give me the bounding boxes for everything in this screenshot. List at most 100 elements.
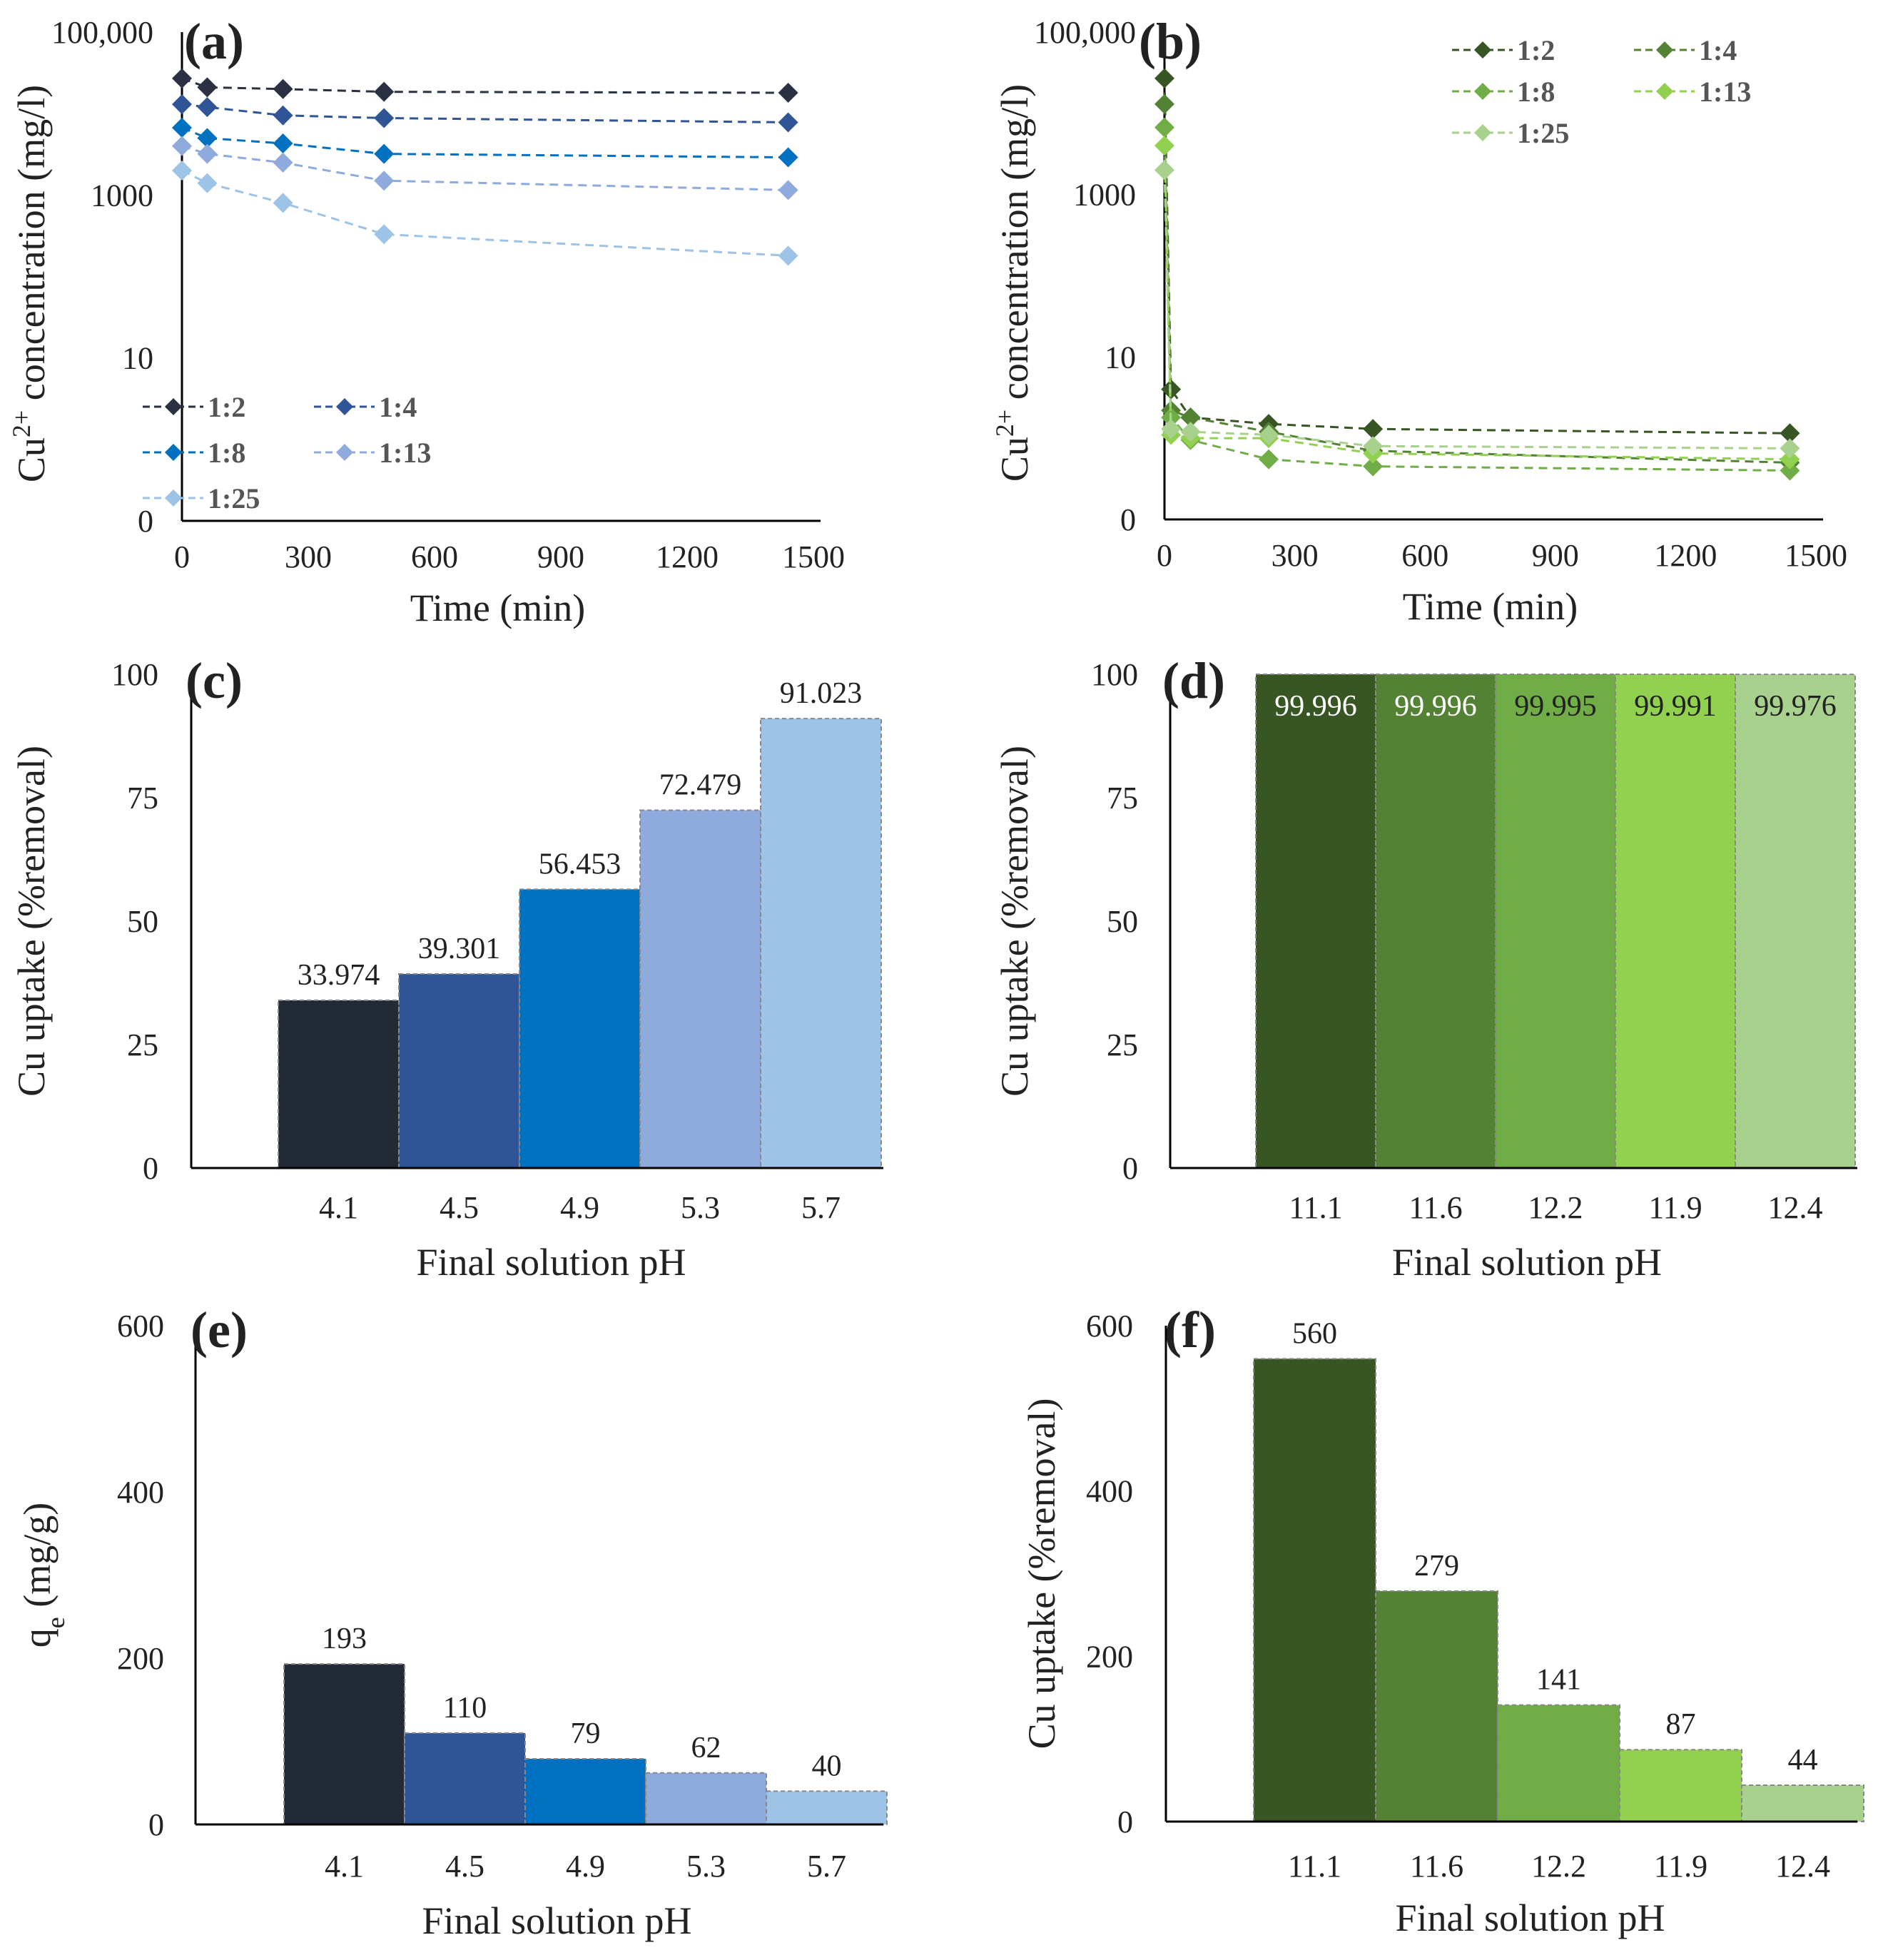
- y-tick-label: 400: [1086, 1474, 1133, 1509]
- y-tick-label: 400: [117, 1475, 164, 1510]
- legend-entry-1:13: 1:13: [379, 437, 431, 469]
- y-axis-label: qe (mg/g): [16, 1503, 70, 1647]
- series-line-1:13: [1163, 146, 1790, 461]
- x-tick-label: 900: [537, 539, 584, 574]
- x-tick-label: 4.5: [440, 1190, 479, 1225]
- data-point-1:25: [197, 173, 218, 193]
- data-point-1:13: [197, 143, 218, 164]
- data-point-1:25: [1363, 436, 1384, 457]
- bar-11.6: [1375, 674, 1496, 1169]
- data-label: 99.996: [1394, 690, 1477, 723]
- bar-11.9: [1619, 1749, 1742, 1823]
- legend-marker-1:4: [1656, 41, 1673, 59]
- y-tick-label: 10: [1105, 340, 1136, 375]
- legend-marker-1:25: [1474, 124, 1491, 141]
- data-point-1:8: [1154, 117, 1174, 138]
- legend-entry-1:25: 1:25: [1517, 117, 1569, 149]
- data-point-1:8: [1780, 460, 1800, 481]
- x-tick-label: 600: [411, 539, 458, 574]
- y-tick-label: 25: [127, 1027, 158, 1062]
- x-tick-label: 1200: [656, 539, 719, 574]
- data-point-1:8: [778, 147, 798, 168]
- data-point-1:2: [172, 68, 192, 88]
- data-point-1:2: [1363, 419, 1384, 440]
- bar-4.5: [404, 1732, 526, 1826]
- data-label: 56.453: [539, 848, 621, 880]
- chart-f: 560 11.1 279 11.6 141 12.2 87 11.9 44 12.4 0 200 400…: [1020, 1301, 1864, 1939]
- x-tick-label: 11.1: [1289, 1190, 1342, 1225]
- data-point-1:25: [172, 160, 192, 181]
- data-point-1:13: [778, 180, 798, 200]
- y-tick-label: 0: [138, 504, 153, 539]
- data-label: 62: [691, 1732, 721, 1764]
- x-tick-label: 11.6: [1410, 1849, 1463, 1884]
- data-label: 72.479: [659, 768, 742, 801]
- y-tick-label: 100: [1091, 657, 1138, 692]
- data-point-1:8: [1363, 456, 1384, 477]
- panel-label: (a): [184, 13, 244, 70]
- bar-5.3: [639, 809, 761, 1169]
- panel-label: (b): [1139, 13, 1202, 70]
- y-axis-label: Cu2+ concentration (mg/l): [7, 85, 53, 482]
- data-point-1:8: [1259, 449, 1279, 469]
- bar-11.9: [1615, 674, 1736, 1169]
- chart-e: 193 4.1 110 4.5 79 4.9 62 5.3 40 5.7 0 200 400 600 Fin…: [16, 1301, 888, 1942]
- panel-label: (e): [191, 1301, 248, 1359]
- data-point-1:8: [374, 143, 395, 164]
- legend-entry-1:8: 1:8: [208, 437, 245, 469]
- legend-entry-1:8: 1:8: [1517, 76, 1555, 108]
- x-tick-label: 12.2: [1528, 1190, 1583, 1225]
- y-tick-label: 1000: [1073, 178, 1136, 213]
- x-tick-label: 300: [1272, 538, 1319, 573]
- legend-entry-1:4: 1:4: [1699, 34, 1737, 66]
- bar-4.1: [283, 1663, 405, 1826]
- x-tick-label: 1200: [1654, 538, 1717, 573]
- x-tick-label: 4.5: [445, 1849, 484, 1884]
- legend-marker-1:8: [165, 444, 182, 461]
- bar-12.2: [1497, 1704, 1620, 1823]
- y-tick-label: 75: [127, 781, 158, 816]
- x-axis-label: Final solution pH: [422, 1899, 691, 1942]
- data-point-1:25: [273, 193, 293, 213]
- data-point-1:13: [273, 152, 293, 173]
- x-axis-label: Final solution pH: [1392, 1241, 1662, 1284]
- y-tick-label: 100,000: [51, 15, 153, 50]
- y-tick-label: 10: [122, 341, 153, 376]
- y-axis-label: Cu2+ concentration (mg/l): [990, 84, 1036, 482]
- legend-entry-1:2: 1:2: [208, 391, 245, 423]
- legend-marker-1:4: [336, 398, 353, 415]
- data-label: 44: [1788, 1744, 1818, 1777]
- chart-d: 99.996 11.1 99.996 11.6 99.995 12.2 99.991 11.9…: [993, 652, 1857, 1284]
- data-point-1:13: [1154, 136, 1174, 156]
- x-tick-label: 0: [174, 539, 190, 574]
- bar-11.1: [1253, 1358, 1376, 1823]
- bar-11.1: [1255, 674, 1376, 1169]
- data-label: 40: [812, 1750, 842, 1782]
- data-point-1:2: [273, 78, 293, 99]
- data-point-1:4: [778, 112, 798, 133]
- data-point-1:2: [197, 77, 218, 98]
- data-point-1:2: [374, 81, 395, 102]
- y-tick-label: 25: [1107, 1027, 1138, 1062]
- x-tick-label: 4.1: [325, 1849, 364, 1884]
- x-tick-label: 5.3: [686, 1849, 726, 1884]
- bar-4.1: [278, 999, 400, 1169]
- x-tick-label: 0: [1157, 538, 1172, 573]
- panel-label: (d): [1162, 652, 1225, 709]
- data-point-1:25: [374, 224, 395, 245]
- legend-marker-1:13: [1656, 83, 1673, 100]
- data-point-1:8: [197, 128, 218, 148]
- legend-marker-1:2: [1474, 41, 1491, 59]
- data-point-1:4: [273, 105, 293, 126]
- data-label: 141: [1536, 1664, 1581, 1697]
- y-axis-label: Cu uptake (%removal): [1020, 1398, 1063, 1750]
- data-point-1:13: [1780, 449, 1800, 469]
- legend-marker-1:2: [165, 398, 182, 415]
- x-tick-label: 1500: [1785, 538, 1847, 573]
- y-tick-label: 0: [1122, 1151, 1138, 1186]
- data-point-1:2: [778, 83, 798, 103]
- x-tick-label: 4.9: [560, 1190, 599, 1225]
- y-axis-label: Cu uptake (%removal): [993, 746, 1036, 1097]
- legend-marker-1:8: [1474, 83, 1491, 100]
